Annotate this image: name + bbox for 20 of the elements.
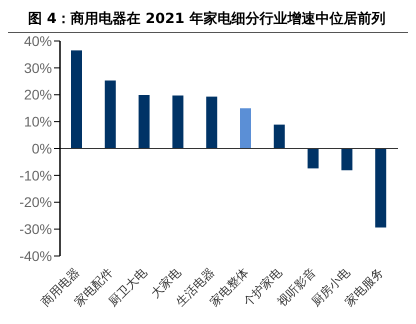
bar bbox=[274, 124, 285, 148]
y-tick-label: -30% bbox=[19, 221, 52, 238]
chart-title: 图 4：商用电器在 2021 年家电细分行业增速中位居前列 bbox=[8, 8, 408, 33]
bar bbox=[341, 148, 352, 170]
bar bbox=[375, 148, 386, 228]
y-tick-label: 0% bbox=[32, 140, 52, 156]
y-tick-label: 30% bbox=[24, 60, 52, 76]
bar bbox=[240, 108, 251, 148]
y-tick-label: 10% bbox=[24, 114, 52, 130]
bar bbox=[71, 50, 82, 148]
y-tick-label: -20% bbox=[19, 194, 52, 210]
y-tick-label: 40% bbox=[24, 32, 52, 49]
bar bbox=[104, 80, 116, 148]
bar bbox=[172, 96, 184, 148]
y-tick-label: 20% bbox=[24, 86, 52, 103]
y-tick-label: -10% bbox=[19, 167, 52, 184]
bar bbox=[138, 95, 150, 148]
bar bbox=[308, 148, 319, 168]
bar bbox=[206, 96, 218, 148]
y-tick-label: -40% bbox=[19, 248, 52, 264]
